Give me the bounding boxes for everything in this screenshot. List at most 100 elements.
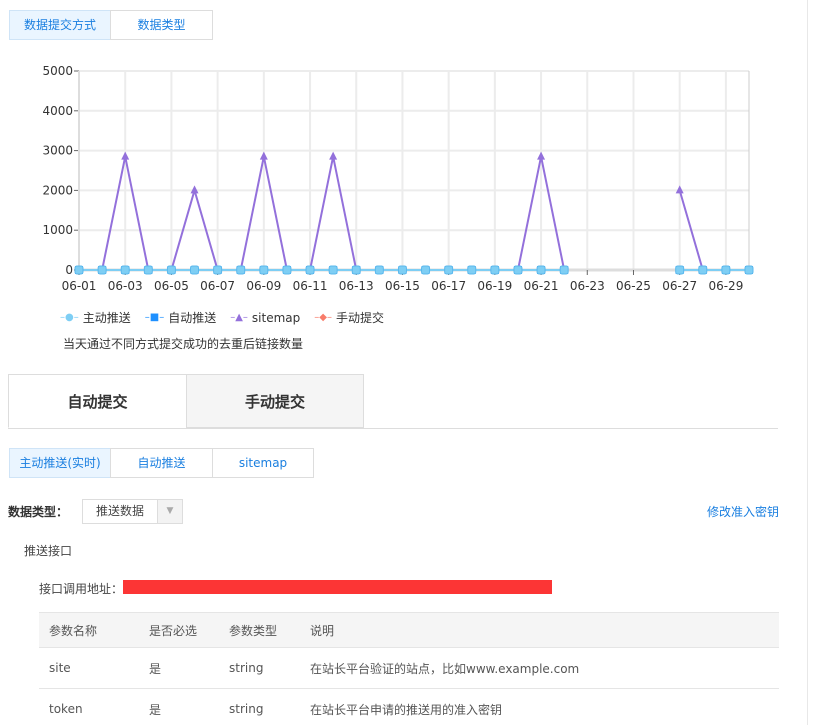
x-tick-label: 06-13 (339, 279, 374, 293)
data-point (190, 265, 200, 275)
legend-label: sitemap (251, 310, 301, 325)
data-point (444, 265, 454, 275)
x-tick-label: 06-11 (293, 279, 328, 293)
data-point (259, 265, 269, 275)
legend-label: 手动提交 (335, 311, 384, 325)
legend-circle-icon: –●– (60, 312, 79, 323)
data-type-label: 数据类型： (8, 505, 69, 519)
y-tick-label: 5000 (42, 64, 73, 78)
data-point (166, 265, 176, 275)
col-header: 参数名称 (39, 612, 139, 648)
data-point (490, 265, 500, 275)
y-tick-label: 1000 (42, 223, 73, 237)
col-header: 参数类型 (219, 612, 300, 648)
data-point (721, 265, 731, 275)
data-point (282, 265, 292, 275)
x-tick-label: 06-29 (708, 279, 743, 293)
data-type-value: 推送数据 (95, 504, 144, 518)
x-tick-label: 06-25 (616, 279, 651, 293)
legend-label: 主动推送 (82, 311, 131, 325)
tab-data-type[interactable]: 数据类型 (110, 10, 213, 40)
legend-square-icon: –■– (144, 312, 165, 323)
data-point (537, 151, 546, 160)
tab-sitemap[interactable]: sitemap (212, 448, 314, 478)
params-table: 参数名称 是否必选 参数类型 说明 site 是 string 在站长平台验证的站点，… (39, 612, 779, 725)
y-tick-label: 2000 (42, 183, 73, 197)
cell: 在站长平台申请的推送用的准入密钥 (300, 688, 779, 725)
data-point (143, 265, 153, 275)
submit-tabs: 自动提交 手动提交 (8, 374, 778, 429)
data-point (744, 265, 754, 275)
table-row: site 是 string 在站长平台验证的站点，比如www.example.com (39, 647, 779, 689)
data-point (259, 151, 268, 160)
cell: token (39, 688, 139, 725)
cell: 是 (139, 647, 219, 689)
y-tick-label: 4000 (42, 104, 73, 118)
data-point (421, 265, 431, 275)
series-line-sitemap (79, 156, 566, 271)
tab-submission-method[interactable]: 数据提交方式 (9, 10, 111, 40)
legend-item[interactable]: –▲– sitemap (230, 309, 300, 326)
cell: 在站长平台验证的站点，比如www.example.com (300, 647, 779, 689)
y-tick-label: 0 (65, 263, 73, 277)
sub-tabs: 主动推送(实时) 自动推送 sitemap (9, 448, 314, 478)
data-point (559, 265, 569, 275)
data-point (190, 185, 199, 194)
data-type-select[interactable]: 推送数据 ▼ (82, 499, 183, 524)
data-point (236, 265, 246, 275)
data-point (328, 265, 338, 275)
x-tick-label: 06-07 (200, 279, 235, 293)
section-title: 推送接口 (24, 544, 73, 558)
table-row: token 是 string 在站长平台申请的推送用的准入密钥 (39, 688, 779, 725)
data-point (467, 265, 477, 275)
data-point (397, 265, 407, 275)
data-point (675, 185, 684, 194)
cell: 是 (139, 688, 219, 725)
x-tick-label: 06-01 (62, 279, 97, 293)
data-point (351, 265, 361, 275)
y-tick-label: 3000 (42, 144, 73, 158)
tab-auto-submit[interactable]: 自动提交 (8, 374, 187, 428)
chart-legend: –●– 主动推送 –■– 自动推送 –▲– sitemap –◆– 手动提交 (60, 309, 384, 326)
data-point (698, 265, 708, 275)
legend-item[interactable]: –■– 自动推送 (145, 309, 216, 326)
legend-triangle-icon: –▲– (230, 312, 248, 323)
tab-auto-push[interactable]: 自动推送 (110, 448, 213, 478)
api-url-label: 接口调用地址： (39, 582, 124, 596)
table-header-row: 参数名称 是否必选 参数类型 说明 (39, 612, 779, 648)
col-header: 是否必选 (139, 612, 219, 648)
legend-label: 自动推送 (168, 311, 217, 325)
x-tick-label: 06-17 (431, 279, 466, 293)
x-tick-label: 06-23 (570, 279, 605, 293)
x-tick-label: 06-09 (246, 279, 281, 293)
data-point (97, 265, 107, 275)
data-point (120, 265, 130, 275)
cell: site (39, 647, 139, 689)
col-header: 说明 (300, 612, 779, 648)
data-point (121, 151, 130, 160)
top-tabs: 数据提交方式 数据类型 (9, 10, 213, 40)
cell: string (219, 647, 300, 689)
cell: string (219, 688, 300, 725)
line-chart: 0 1000 2000 3000 4000 5000 06-01 06-03 06-05 06-0… (42, 64, 754, 293)
legend-item[interactable]: –◆– 手动提交 (314, 309, 384, 326)
redacted-url (123, 580, 552, 594)
legend-item[interactable]: –●– 主动推送 (60, 309, 131, 326)
x-tick-label: 06-19 (477, 279, 512, 293)
modify-key-link[interactable]: 修改准入密钥 (706, 505, 779, 519)
data-point (513, 265, 523, 275)
tab-manual-submit[interactable]: 手动提交 (186, 374, 364, 428)
data-point (305, 265, 315, 275)
data-point (536, 265, 546, 275)
x-tick-label: 06-05 (154, 279, 189, 293)
chevron-down-icon: ▼ (157, 500, 182, 523)
data-point (329, 151, 338, 160)
data-point (74, 265, 84, 275)
chart-caption: 当天通过不同方式提交成功的去重后链接数量 (63, 337, 304, 351)
x-tick-label: 06-21 (524, 279, 559, 293)
tab-active-push[interactable]: 主动推送(实时) (9, 448, 111, 478)
legend-diamond-icon: –◆– (314, 312, 332, 323)
data-point (374, 265, 384, 275)
data-point (213, 265, 223, 275)
